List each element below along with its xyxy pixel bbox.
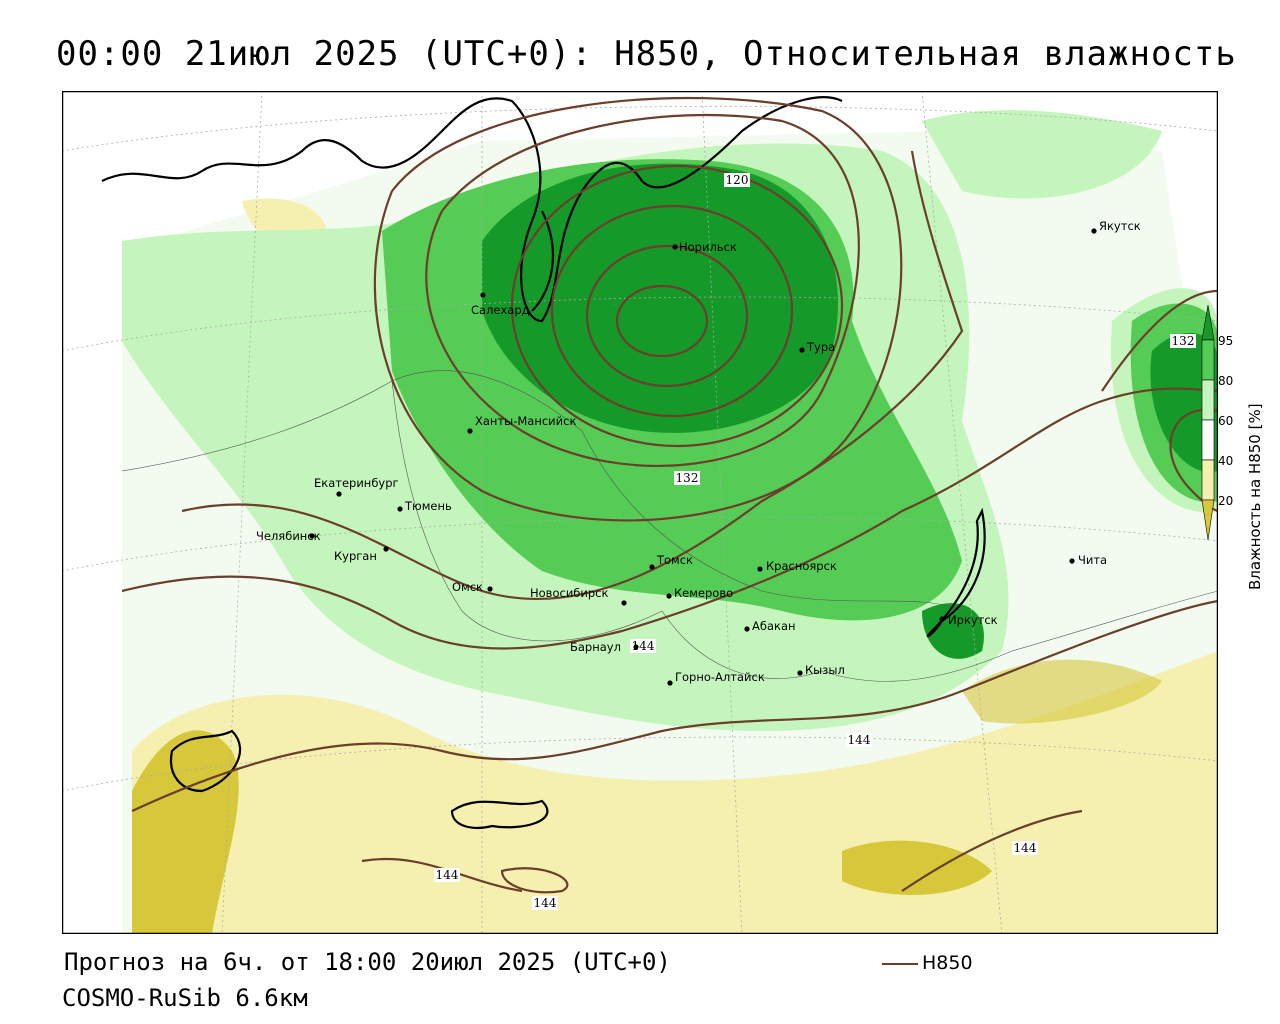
contour-label: 144 xyxy=(632,639,655,653)
contour-label: 132 xyxy=(1172,334,1195,348)
model-info: COSMO-RuSib 6.6км xyxy=(62,984,308,1012)
city-label: Омск xyxy=(452,580,483,594)
city-label: Якутск xyxy=(1099,219,1141,233)
city-label: Красноярск xyxy=(766,559,837,573)
contour-label: 120 xyxy=(726,173,749,187)
city-label: Горно-Алтайск xyxy=(675,670,765,684)
city-label: Чита xyxy=(1078,553,1107,567)
contour-label: 144 xyxy=(848,733,871,747)
contour-label: 144 xyxy=(436,868,459,882)
forecast-info: Прогноз на 6ч. от 18:00 20июл 2025 (UTC+… xyxy=(64,948,671,976)
legend-line-swatch xyxy=(882,963,918,965)
humidity-colorbar: 95 80 60 40 20 xyxy=(1201,304,1233,541)
city-label: Кызыл xyxy=(805,663,845,677)
city-label: Барнаул xyxy=(570,640,621,654)
colorbar-tick: 20 xyxy=(1218,494,1233,508)
contour-label: 144 xyxy=(534,896,557,910)
city-label: Ханты-Мансийск xyxy=(475,414,576,428)
legend-line-label: H850 xyxy=(922,952,973,974)
map-title: 00:00 21июл 2025 (UTC+0): H850, Относите… xyxy=(56,34,1237,74)
city-label: Салехард xyxy=(471,303,530,317)
city-label: Кемерово xyxy=(674,586,733,600)
colorbar-tick: 60 xyxy=(1218,414,1233,428)
city-label: Екатеринбург xyxy=(314,476,399,490)
city-label: Иркутск xyxy=(948,613,998,627)
humidity-map: 120 132 132 144 144 144 144 144 Норильск… xyxy=(62,91,1218,934)
city-label: Курган xyxy=(334,549,377,563)
colorbar-tick: 95 xyxy=(1218,334,1233,348)
colorbar-title: Влажность на H850 [%] xyxy=(1246,403,1264,590)
contour-label: 144 xyxy=(1014,841,1037,855)
colorbar-tick: 40 xyxy=(1218,454,1233,468)
contour-label: 132 xyxy=(676,471,699,485)
city-label: Челябинск xyxy=(256,529,321,543)
city-label: Новосибирск xyxy=(530,586,608,600)
colorbar-tick: 80 xyxy=(1218,374,1233,388)
city-label: Тура xyxy=(806,340,835,354)
city-label: Томск xyxy=(656,553,693,567)
city-label: Тюмень xyxy=(404,499,452,513)
city-label: Норильск xyxy=(679,240,737,254)
city-label: Абакан xyxy=(752,619,796,633)
